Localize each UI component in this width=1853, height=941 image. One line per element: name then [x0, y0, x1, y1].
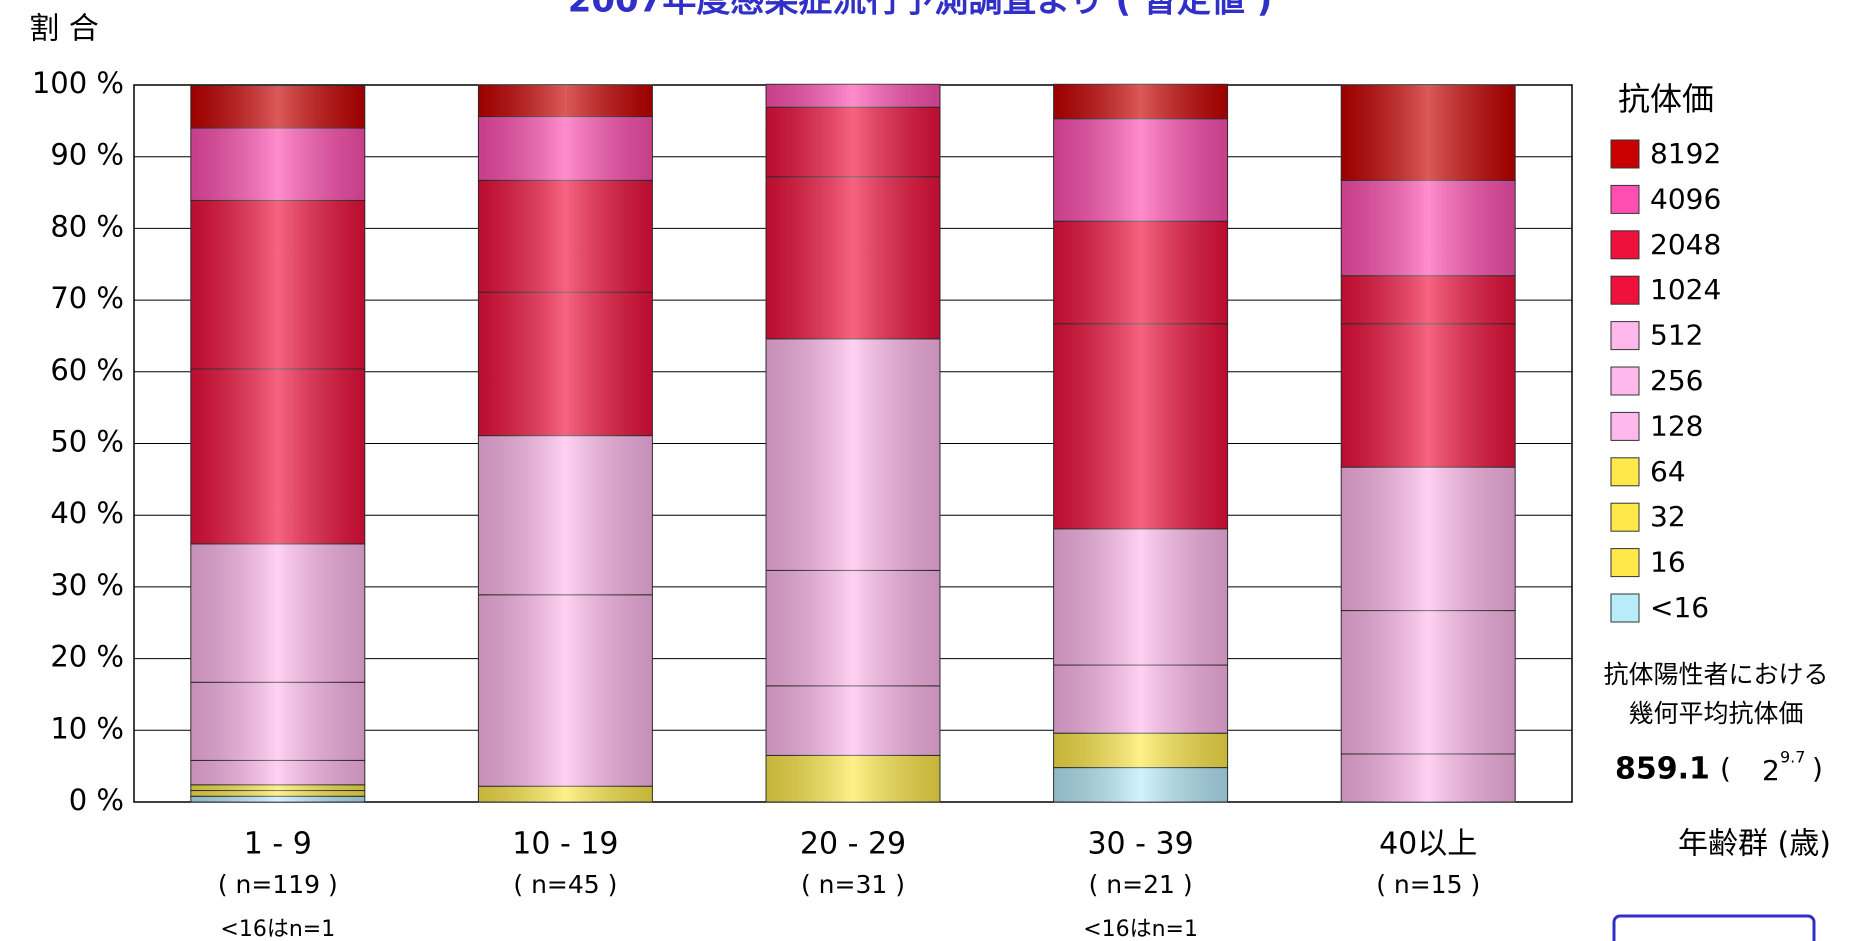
legend-swatch [1610, 275, 1640, 305]
bar-segment [1340, 466, 1516, 612]
legend-swatch [1610, 457, 1640, 487]
sample-size: ( n=119 ) [218, 870, 338, 899]
bar-segment [477, 116, 653, 181]
legend-label: 512 [1650, 319, 1703, 352]
bar-segment [765, 106, 941, 178]
chart-title: 2007年度感染症流行予測調査より ( 暫定値 ) [568, 0, 1273, 21]
legend-swatch [1610, 411, 1640, 441]
legend-label: 64 [1650, 455, 1686, 488]
y-tick-label: 40 % [50, 496, 124, 530]
bar-segment [765, 176, 941, 340]
bar-segment [1053, 732, 1229, 769]
bar-segment [190, 543, 366, 683]
bar-segment [477, 84, 653, 118]
legend-title: 抗体価 [1618, 80, 1714, 118]
bar-segment [477, 785, 653, 803]
legend-swatch [1610, 548, 1640, 578]
sample-size: ( n=31 ) [801, 870, 905, 899]
bar-segment [1053, 767, 1229, 803]
bar-segment [765, 569, 941, 687]
bar-segment [190, 759, 366, 786]
bar-segment [1340, 179, 1516, 277]
legend-swatch [1610, 366, 1640, 396]
legend-swatch [1610, 593, 1640, 623]
bar-segment [1053, 83, 1229, 120]
sample-size: ( n=21 ) [1089, 870, 1193, 899]
legend-label: 4096 [1650, 182, 1721, 215]
bar-segment [765, 754, 941, 803]
y-tick-label: 80 % [50, 209, 124, 243]
gm-paren: ) [1812, 752, 1823, 785]
bar-segment [477, 179, 653, 293]
gm-paren: ( [1720, 752, 1731, 785]
y-tick-label: 100 % [32, 66, 124, 100]
x-axis-label: 年齢群 (歳) [1678, 827, 1831, 862]
gm-title: 抗体陽性者における [1603, 660, 1828, 689]
note: <16はn=1 [220, 917, 335, 941]
bar-segment [1053, 323, 1229, 530]
bar-segment [190, 199, 366, 370]
bar-segment [477, 594, 653, 787]
y-tick-label: 10 % [50, 711, 124, 745]
y-tick-label: 90 % [50, 138, 124, 172]
legend-label: 256 [1650, 364, 1703, 397]
bar-segment [1340, 610, 1516, 755]
legend-swatch [1610, 321, 1640, 351]
legend-label: 2048 [1650, 228, 1721, 261]
bar-segment [1340, 323, 1516, 468]
x-tick-label: 20 - 29 [800, 827, 906, 862]
bar-segment [190, 784, 366, 792]
bar-segment [1340, 84, 1516, 181]
legend-label: 32 [1650, 500, 1686, 533]
bar-segment [190, 368, 366, 545]
bar-segment [477, 435, 653, 596]
legend-swatch [1610, 139, 1640, 169]
x-tick-label: 1 - 9 [244, 827, 312, 862]
note: <16はn=1 [1083, 917, 1198, 941]
y-tick-label: 60 % [50, 353, 124, 387]
bar-segment [190, 681, 366, 761]
bar-segment [1340, 275, 1516, 325]
y-tick-label: 0 % [69, 783, 124, 817]
legend-label: <16 [1650, 591, 1709, 624]
bar-segment [190, 127, 366, 201]
x-tick-label: 40以上 [1379, 827, 1477, 862]
y-tick-label: 30 % [50, 568, 124, 602]
y-tick-label: 70 % [50, 281, 124, 315]
bar-segment [190, 85, 366, 129]
legend-label: 8192 [1650, 137, 1721, 170]
legend-swatch [1610, 184, 1640, 214]
bar-segment [765, 83, 941, 108]
gm-title: 幾何平均抗体価 [1628, 699, 1803, 728]
bar-segment [190, 790, 366, 797]
legend-swatch [1610, 502, 1640, 532]
bar-segment [190, 795, 366, 803]
bar-segment [1053, 528, 1229, 666]
legend-label: 128 [1650, 409, 1703, 442]
bar-segment [1053, 664, 1229, 734]
legend-swatch [1610, 230, 1640, 260]
bar-segment [765, 338, 941, 571]
y-tick-label: 20 % [50, 640, 124, 674]
bar-segment [1053, 118, 1229, 222]
x-tick-label: 10 - 19 [512, 827, 618, 862]
sample-size: ( n=45 ) [513, 870, 617, 899]
sample-size: ( n=15 ) [1376, 870, 1480, 899]
gm-base: 2 [1762, 754, 1780, 787]
bar-segment [477, 291, 653, 437]
legend-label: 1024 [1650, 273, 1721, 306]
x-tick-label: 30 - 39 [1087, 827, 1193, 862]
y-axis-label: 割 合 [29, 12, 99, 47]
bar-segment [1053, 220, 1229, 325]
legend-label: 16 [1650, 546, 1686, 579]
bar-segment [1340, 753, 1516, 803]
gm-value: 859.1 [1615, 752, 1710, 787]
frame [1612, 914, 1816, 941]
y-tick-label: 50 % [50, 425, 124, 459]
gm-exponent: 9.7 [1780, 748, 1805, 767]
bar-segment [765, 685, 941, 756]
